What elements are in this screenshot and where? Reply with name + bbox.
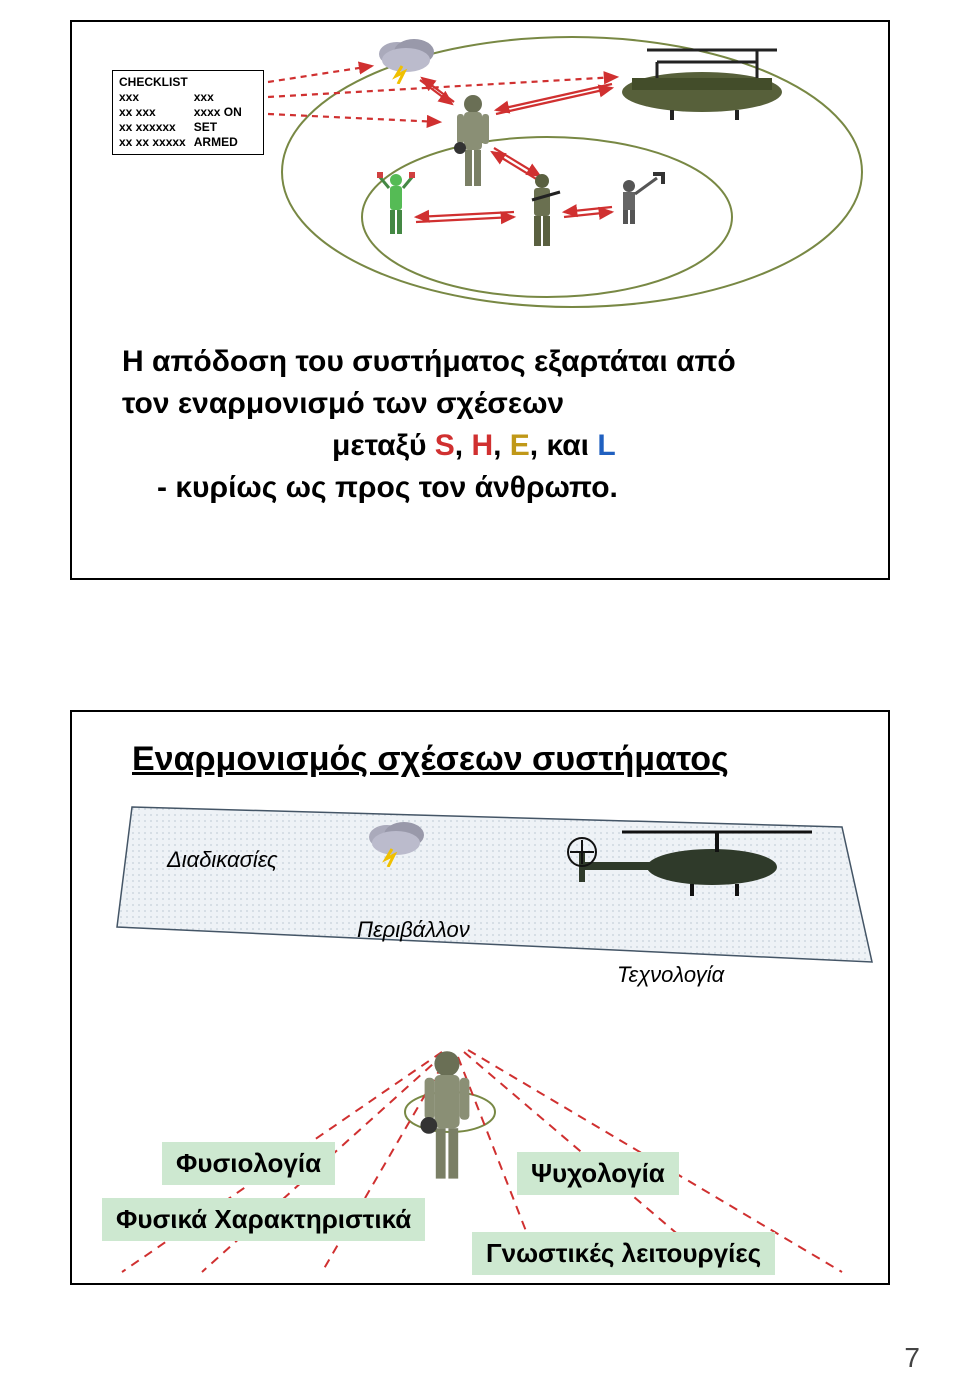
arrow [416,212,514,217]
slide-2: Εναρμονισμός σχέσεων συστήματος [70,710,890,1285]
arrow [564,212,612,217]
label-environment: Περιβάλλον [357,917,470,943]
slide1-caption-line3: μεταξύ S, H, E, και L [122,426,616,467]
slide1-caption-line2: τον εναρμονισμό των σχέσεων [122,384,564,425]
label-cognitive: Γνωστικές λειτουργίες [472,1232,775,1275]
pilot-icon [417,1047,477,1187]
arrow [496,84,612,110]
apache-helicopter-icon [522,812,822,902]
chinook-helicopter-icon [602,42,802,122]
checklist-title: CHECKLIST [119,75,257,90]
table-row: xxxxxx [119,90,250,105]
checklist-box: CHECKLIST xxxxxx xx xxxxxxx ON xx xxxxxx… [112,70,264,155]
label-physiology: Φυσιολογία [162,1142,335,1185]
label-psychology: Ψυχολογία [517,1152,679,1195]
arrow [268,114,440,122]
label-technology: Τεχνολογία [617,962,724,988]
slide1-caption-line4: - κυρίως ως προς τον άνθρωπο. [157,468,618,509]
table-row: xx xxxxxxSET [119,120,250,135]
page-number: 7 [904,1342,920,1374]
storm-cloud-icon [362,817,432,867]
arrow [268,66,372,82]
mechanic-icon [607,172,667,226]
arrow [564,207,612,212]
arrow [496,88,612,114]
soldier-icon [522,172,562,250]
slide-1: CHECKLIST xxxxxx xx xxxxxxx ON xx xxxxxx… [70,20,890,580]
signalman-icon [377,172,415,238]
arrow [416,217,514,222]
checklist-table: xxxxxx xx xxxxxxx ON xx xxxxxxSET xx xx … [119,90,250,150]
arrow [268,77,617,97]
label-physical: Φυσικά Χαρακτηριστικά [102,1198,425,1241]
storm-cloud-icon [372,34,442,84]
slide2-title: Εναρμονισμός σχέσεων συστήματος [132,740,729,779]
pilot-icon [452,92,494,192]
label-procedures: Διαδικασίες [167,847,278,873]
table-row: xx xxxxxxx ON [119,105,250,120]
slide1-caption-line1: Η απόδοση του συστήματος εξαρτάται από [122,342,736,383]
table-row: xx xx xxxxxARMED [119,135,250,150]
